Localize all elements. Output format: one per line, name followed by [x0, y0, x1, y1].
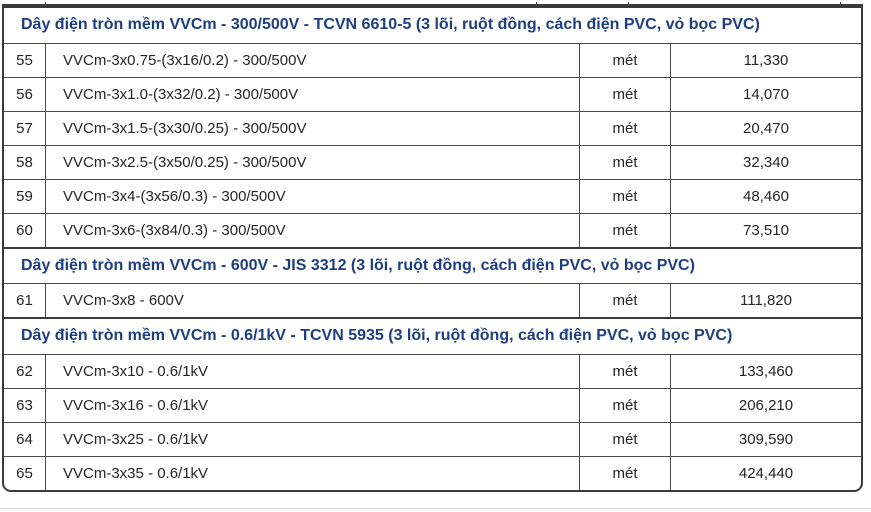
- price-cell: 20,470: [670, 111, 861, 145]
- product-name: VVCm-3x1.5-(3x30/0.25) - 300/500V: [45, 111, 579, 145]
- unit-cell: mét: [579, 389, 670, 423]
- section-header: Dây điện tròn mềm VVCm - 600V - JIS 3312…: [4, 246, 861, 284]
- row-number: 56: [16, 85, 33, 103]
- row-number: 61: [16, 292, 33, 310]
- column-tick: [840, 2, 841, 6]
- row-number: 57: [16, 119, 33, 137]
- section-title: Dây điện tròn mềm VVCm - 600V - JIS 3312…: [21, 256, 695, 274]
- table-row: 60 VVCm-3x6-(3x84/0.3) - 300/500V mét 73…: [4, 212, 861, 247]
- section-header: Dây điện tròn mềm VVCm - 300/500V - TCVN…: [4, 6, 861, 43]
- table-row: 61 VVCm-3x8 - 600V mét 111,820: [4, 283, 861, 318]
- product-name: VVCm-3x6-(3x84/0.3) - 300/500V: [45, 213, 579, 247]
- price-cell: 111,820: [670, 284, 861, 318]
- table-row: 62 VVCm-3x10 - 0.6/1kV mét 133,460: [4, 354, 861, 389]
- column-tick: [536, 2, 537, 6]
- page-edge-line: [0, 508, 871, 509]
- row-number: 58: [16, 153, 33, 171]
- product-name: VVCm-3x2.5-(3x50/0.25) - 300/500V: [45, 145, 579, 179]
- product-name: VVCm-3x8 - 600V: [45, 284, 579, 318]
- unit-cell: mét: [579, 77, 670, 111]
- column-tick: [628, 2, 629, 6]
- price-cell: 206,210: [670, 389, 861, 423]
- unit-cell: mét: [579, 111, 670, 145]
- row-number: 55: [16, 51, 33, 69]
- unit-cell: mét: [579, 43, 670, 77]
- price-cell: 133,460: [670, 355, 861, 389]
- unit-cell: mét: [579, 355, 670, 389]
- product-name: VVCm-3x10 - 0.6/1kV: [45, 355, 579, 389]
- price-cell: 73,510: [670, 213, 861, 247]
- unit-cell: mét: [579, 145, 670, 179]
- row-number: 64: [16, 431, 33, 449]
- table-row: 56 VVCm-3x1.0-(3x32/0.2) - 300/500V mét …: [4, 76, 861, 111]
- section-title: Dây điện tròn mềm VVCm - 0.6/1kV - TCVN …: [21, 327, 733, 345]
- price-cell: 32,340: [670, 145, 861, 179]
- table-row: 59 VVCm-3x4-(3x56/0.3) - 300/500V mét 48…: [4, 178, 861, 213]
- unit-cell: mét: [579, 457, 670, 491]
- product-name: VVCm-3x0.75-(3x16/0.2) - 300/500V: [45, 43, 579, 77]
- product-name: VVCm-3x35 - 0.6/1kV: [45, 457, 579, 491]
- row-number: 59: [16, 187, 33, 205]
- price-cell: 14,070: [670, 77, 861, 111]
- section-header: Dây điện tròn mềm VVCm - 0.6/1kV - TCVN …: [4, 317, 861, 354]
- section-title: Dây điện tròn mềm VVCm - 300/500V - TCVN…: [21, 16, 760, 33]
- unit-cell: mét: [579, 284, 670, 318]
- product-name: VVCm-3x25 - 0.6/1kV: [45, 423, 579, 457]
- product-name: VVCm-3x4-(3x56/0.3) - 300/500V: [45, 179, 579, 213]
- table-row: 57 VVCm-3x1.5-(3x30/0.25) - 300/500V mét…: [4, 110, 861, 145]
- price-table: Dây điện tròn mềm VVCm - 300/500V - TCVN…: [2, 2, 863, 493]
- table-row: 63 VVCm-3x16 - 0.6/1kV mét 206,210: [4, 388, 861, 423]
- price-cell: 424,440: [670, 457, 861, 491]
- price-cell: 309,590: [670, 423, 861, 457]
- product-name: VVCm-3x16 - 0.6/1kV: [45, 389, 579, 423]
- unit-cell: mét: [579, 213, 670, 247]
- table-row: 64 VVCm-3x25 - 0.6/1kV mét 309,590: [4, 422, 861, 457]
- row-number: 65: [16, 465, 33, 483]
- table-row: 55 VVCm-3x0.75-(3x16/0.2) - 300/500V mét…: [4, 42, 861, 77]
- price-cell: 11,330: [670, 43, 861, 77]
- price-cell: 48,460: [670, 179, 861, 213]
- table-row: 65 VVCm-3x35 - 0.6/1kV mét 424,440: [4, 456, 861, 491]
- row-number: 60: [16, 221, 33, 239]
- row-number: 62: [16, 363, 33, 381]
- unit-cell: mét: [579, 179, 670, 213]
- unit-cell: mét: [579, 423, 670, 457]
- row-number: 63: [16, 397, 33, 415]
- column-tick: [45, 2, 46, 6]
- product-name: VVCm-3x1.0-(3x32/0.2) - 300/500V: [45, 77, 579, 111]
- table-row: 58 VVCm-3x2.5-(3x50/0.25) - 300/500V mét…: [4, 144, 861, 179]
